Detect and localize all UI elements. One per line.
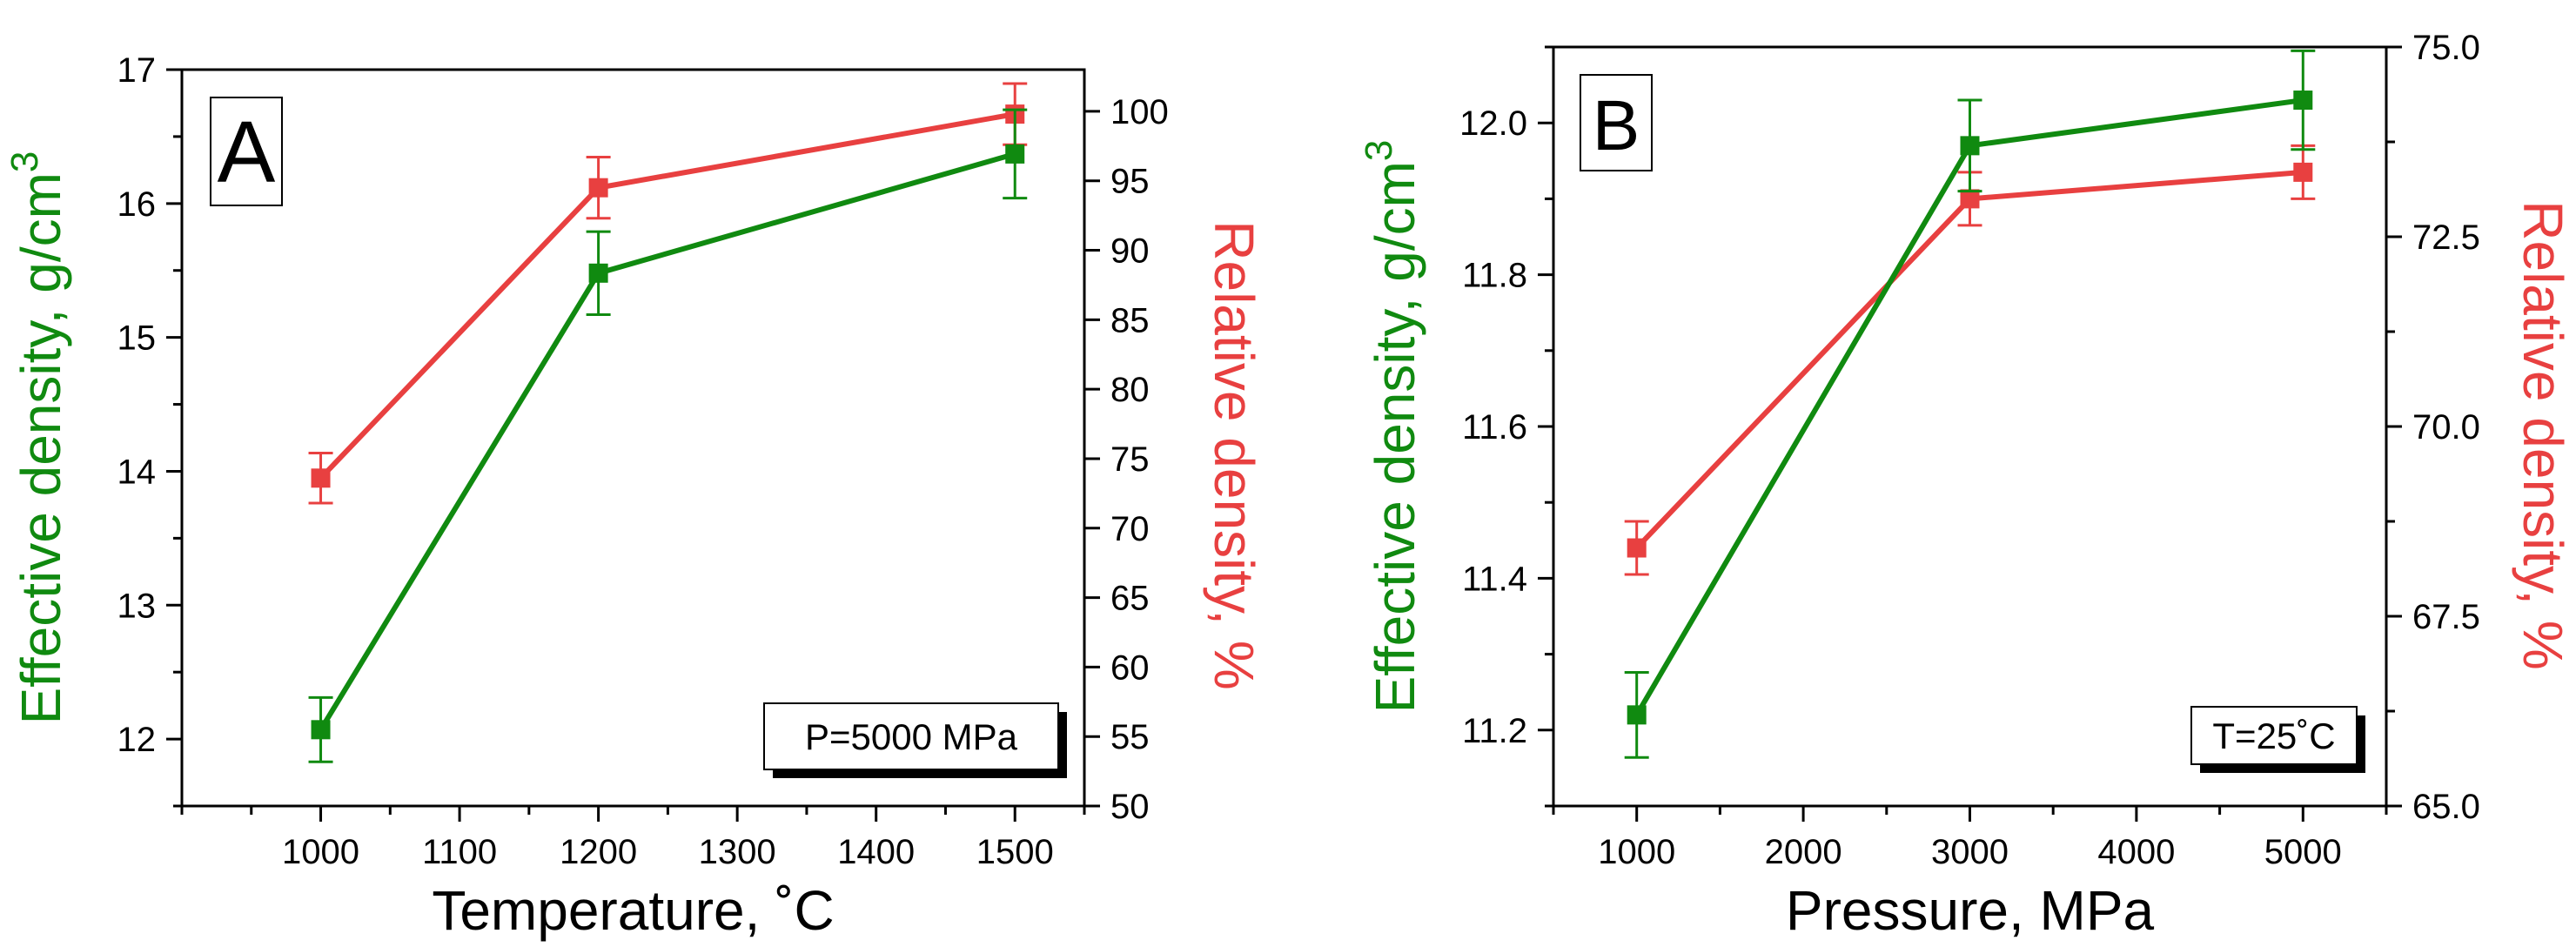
x-axis-title: Temperature, ˚C — [432, 879, 834, 942]
y-left-tick-label: 11.4 — [1462, 560, 1527, 598]
y-right-tick-label: 95 — [1110, 163, 1150, 201]
y-left-tick-label: 11.2 — [1462, 712, 1527, 750]
y-left-tick-label: 11.6 — [1462, 408, 1527, 447]
y-left-axis-title: Effective density, g/cm3 — [3, 151, 72, 725]
y-right-tick-label: 85 — [1110, 301, 1150, 339]
x-tick-label: 1200 — [560, 833, 637, 871]
x-axis-title: Pressure, MPa — [1786, 879, 2155, 942]
y-right-axis-title: Relative density, % — [1203, 220, 1265, 690]
panel-a: 1000 1100 1200 1300 1400 1500 12 13 14 15 16 17 50 55… — [3, 51, 1265, 942]
panel-label-box — [1580, 74, 1653, 171]
y-right-tick-label: 72.5 — [2412, 218, 2480, 257]
x-tick-label: 4000 — [2097, 833, 2175, 871]
panel-b: 1000 2000 3000 4000 5000 11.2 11.4 11.6 11.8 12.0… — [1358, 29, 2574, 942]
y-left-axis-title-sup: 3 — [3, 151, 46, 172]
y-left-tick-label: 14 — [117, 453, 157, 491]
panel-label: B — [1593, 86, 1640, 165]
y-left-axis-title-text: Effective density, g/cm — [1364, 161, 1426, 713]
annotation-text: T=25˚C — [2212, 715, 2335, 756]
x-tick-label: 3000 — [1931, 833, 2009, 871]
y-left-tick-label: 15 — [117, 319, 157, 358]
effective-density-point — [1005, 144, 1025, 164]
y-left-tick-label: 17 — [117, 51, 157, 90]
x-tick-label: 1100 — [422, 833, 497, 871]
relative-density-point — [588, 178, 608, 198]
x-tick-label: 1300 — [699, 833, 776, 871]
y-left-tick-label: 13 — [117, 587, 157, 625]
y-left-tick-label: 11.8 — [1462, 257, 1527, 295]
y-right-tick-label: 75 — [1110, 440, 1150, 479]
effective-density-line — [318, 151, 1016, 731]
y-right-tick-label: 90 — [1110, 232, 1150, 271]
y-right-tick-label: 50 — [1110, 788, 1150, 826]
x-tick-label: 1400 — [837, 833, 915, 871]
y-left-axis-title-sup: 3 — [1358, 140, 1400, 161]
annotation-text: P=5000 MPa — [805, 716, 1018, 757]
annotation-box — [763, 702, 1059, 770]
panel-label: A — [218, 104, 276, 201]
effective-density-point — [311, 720, 331, 740]
x-tick-label: 5000 — [2264, 833, 2342, 871]
effective-density-point — [1960, 136, 1980, 156]
y-right-tick-label: 65.0 — [2412, 788, 2480, 826]
y-left-tick-label: 16 — [117, 185, 157, 224]
y-right-tick-label: 67.5 — [2412, 598, 2480, 636]
annotation-box — [2190, 706, 2358, 765]
y-right-tick-label: 70.0 — [2412, 408, 2480, 447]
y-right-tick-label: 75.0 — [2412, 29, 2480, 67]
y-left-tick-label: 12.0 — [1459, 104, 1527, 143]
panel-label-box — [210, 97, 283, 206]
effective-density-point — [2293, 91, 2313, 111]
x-tick-label: 1500 — [976, 833, 1054, 871]
y-right-tick-label: 70 — [1110, 510, 1150, 548]
x-tick-label: 1000 — [282, 833, 359, 871]
effective-density-point — [1627, 705, 1647, 725]
y-left-axis-title-text: Effective density, g/cm — [10, 172, 72, 724]
relative-density-point — [1627, 538, 1647, 558]
relative-density-line — [319, 111, 1016, 480]
y-left-tick-label: 12 — [117, 721, 157, 759]
effective-density-point — [588, 263, 608, 283]
relative-density-line — [1634, 169, 2304, 550]
y-right-tick-label: 100 — [1110, 93, 1169, 131]
relative-density-point — [311, 468, 331, 488]
y-right-tick-label: 80 — [1110, 371, 1150, 409]
relative-density-point — [1960, 189, 1980, 209]
y-right-tick-label: 55 — [1110, 718, 1150, 756]
y-right-axis-title: Relative density, % — [2512, 200, 2574, 670]
plot-frame — [180, 68, 1086, 808]
y-right-tick-label: 65 — [1110, 580, 1150, 618]
x-tick-label: 2000 — [1765, 833, 1842, 871]
x-tick-label: 1000 — [1598, 833, 1675, 871]
relative-density-point — [2293, 162, 2313, 182]
y-right-tick-label: 60 — [1110, 648, 1150, 687]
y-left-axis-title: Effective density, g/cm3 — [1358, 140, 1426, 714]
